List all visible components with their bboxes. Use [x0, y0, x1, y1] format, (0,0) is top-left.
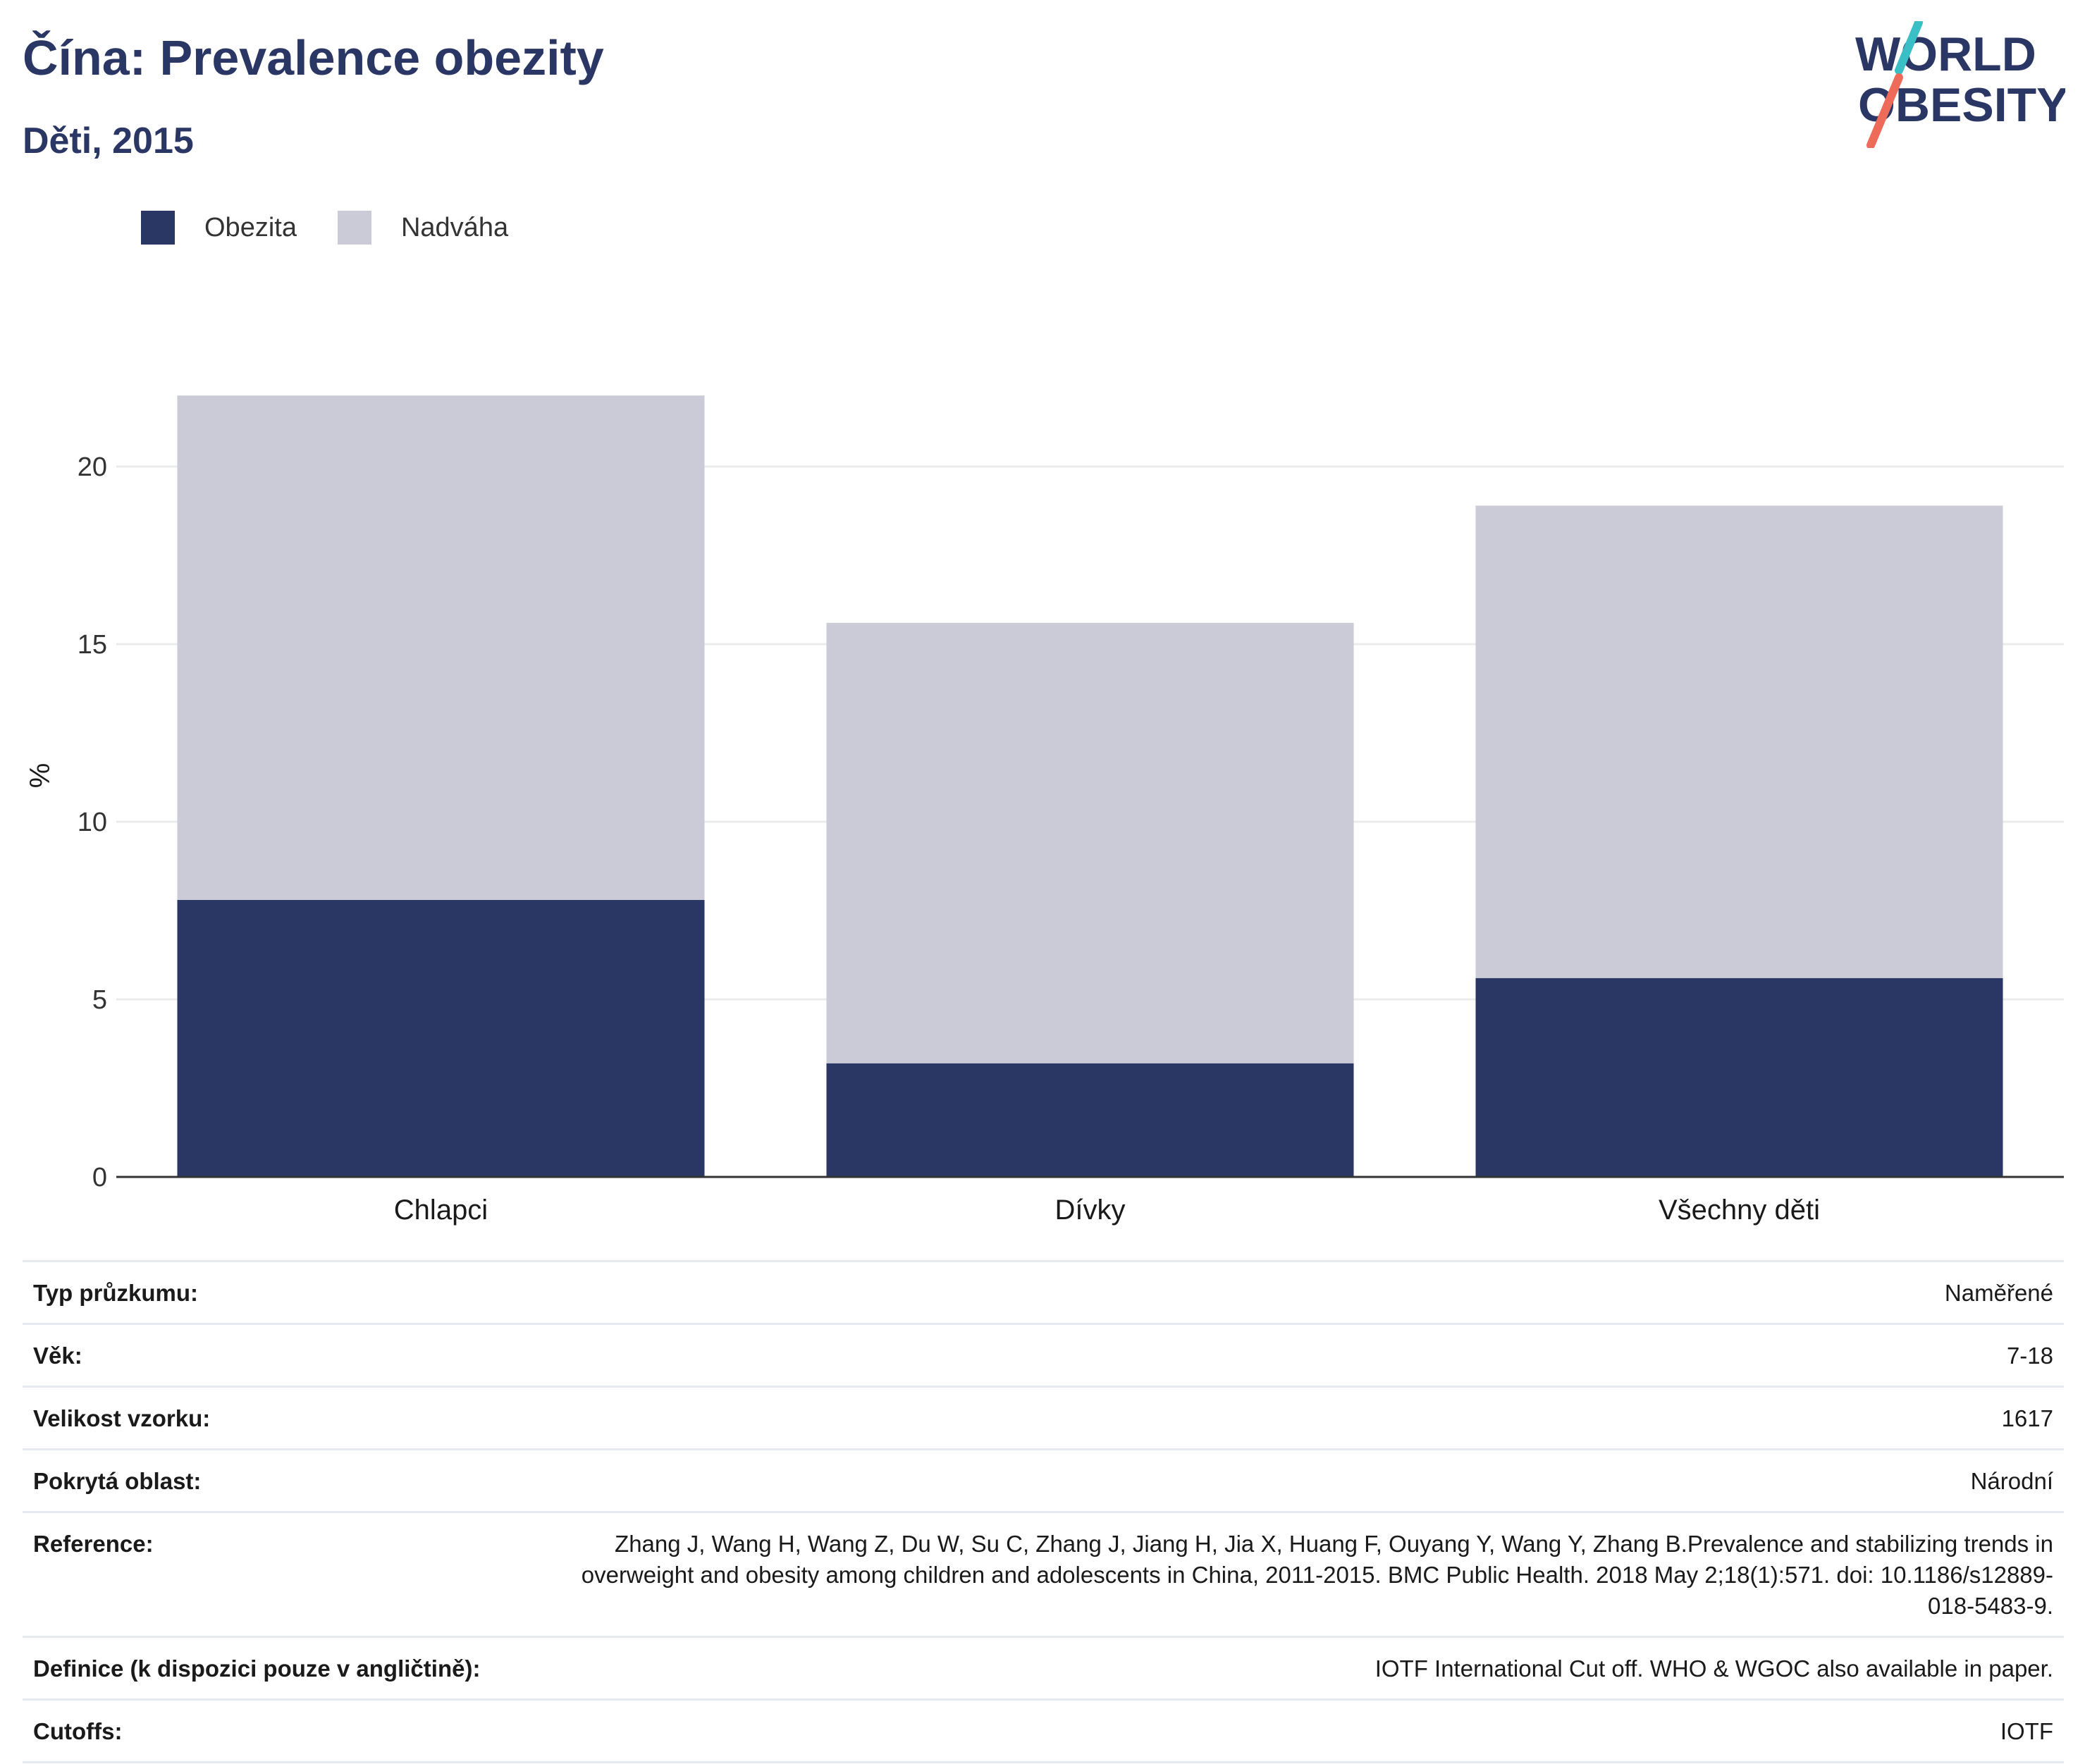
- logo-line-1: WORLD: [1855, 27, 2036, 81]
- info-label: Cutoffs:: [33, 1718, 123, 1744]
- legend-swatch-nadvaha: [337, 211, 371, 245]
- y-tick-label: 10: [78, 808, 107, 837]
- info-value: Zhang J, Wang H, Wang Z, Du W, Su C, Zha…: [581, 1531, 2053, 1619]
- chart-subtitle: Děti, 2015: [23, 121, 194, 161]
- y-tick-label: 15: [78, 630, 107, 660]
- info-row: Reference: Zhang J, Wang H, Wang Z, Du W,…: [23, 1512, 2064, 1637]
- info-label: Typ průzkumu:: [33, 1280, 199, 1306]
- y-tick-label: 0: [92, 1163, 107, 1192]
- bar-nadváha-2: [826, 622, 1354, 1063]
- info-value: IOTF International Cut off. WHO & WGOC a…: [1374, 1655, 2053, 1682]
- survey-info-table: Typ průzkumu: Naměřené Věk: 7-18 Velikost vz…: [23, 1260, 2064, 1763]
- info-row: Cutoffs: IOTF: [23, 1699, 2064, 1763]
- info-row: Velikost vzorku: 1617: [23, 1386, 2064, 1450]
- chart-legend: Obezita Nadváha: [141, 210, 549, 245]
- x-tick-label: Dívky: [1055, 1195, 1126, 1226]
- info-value: 1617: [2001, 1405, 2053, 1431]
- y-tick-label: 20: [78, 452, 107, 482]
- y-axis-label: %: [25, 763, 56, 789]
- x-tick-label: Všechny děti: [1659, 1195, 1820, 1226]
- x-tick-label: Chlapci: [394, 1195, 488, 1226]
- y-tick-label: 5: [92, 985, 107, 1015]
- legend-item-obezita[interactable]: Obezita: [141, 211, 297, 245]
- bar-obezita-1: [177, 899, 705, 1177]
- bar-nadváha-3: [1475, 505, 2003, 978]
- info-row: Typ průzkumu: Naměřené: [23, 1261, 2064, 1324]
- logo-slash-top: [1895, 21, 1923, 75]
- world-obesity-logo: WORLD OBESITY: [1855, 21, 2065, 148]
- info-label: Věk:: [33, 1343, 82, 1369]
- info-value: Národní: [1970, 1468, 2053, 1494]
- info-label: Definice (k dispozici pouze v angličtině…: [33, 1655, 481, 1682]
- logo-slash-bottom: [1866, 73, 1903, 148]
- info-row: Věk: 7-18: [23, 1324, 2064, 1387]
- info-row: Pokrytá oblast: Národní: [23, 1449, 2064, 1512]
- info-label: Reference:: [33, 1531, 154, 1557]
- legend-item-nadvaha[interactable]: Nadváha: [337, 211, 509, 245]
- legend-label-nadvaha: Nadváha: [400, 212, 509, 242]
- stacked-bar-chart: 0 5 10 15 20% Chlapci Dívky Všechny děti: [25, 395, 2064, 1226]
- legend-label-obezita: Obezita: [204, 212, 297, 242]
- info-row: Definice (k dispozici pouze v angličtině…: [23, 1636, 2064, 1700]
- bar-obezita-2: [826, 1063, 1354, 1177]
- info-label: Pokrytá oblast:: [33, 1468, 202, 1494]
- chart-title: Čína: Prevalence obezity: [23, 30, 604, 85]
- info-value: IOTF: [2000, 1718, 2053, 1744]
- info-label: Velikost vzorku:: [33, 1405, 211, 1431]
- legend-swatch-obezita: [141, 211, 175, 245]
- bar-nadváha-1: [177, 395, 705, 900]
- info-value: 7-18: [2006, 1343, 2053, 1369]
- bar-obezita-3: [1475, 977, 2003, 1177]
- info-value: Naměřené: [1944, 1280, 2053, 1306]
